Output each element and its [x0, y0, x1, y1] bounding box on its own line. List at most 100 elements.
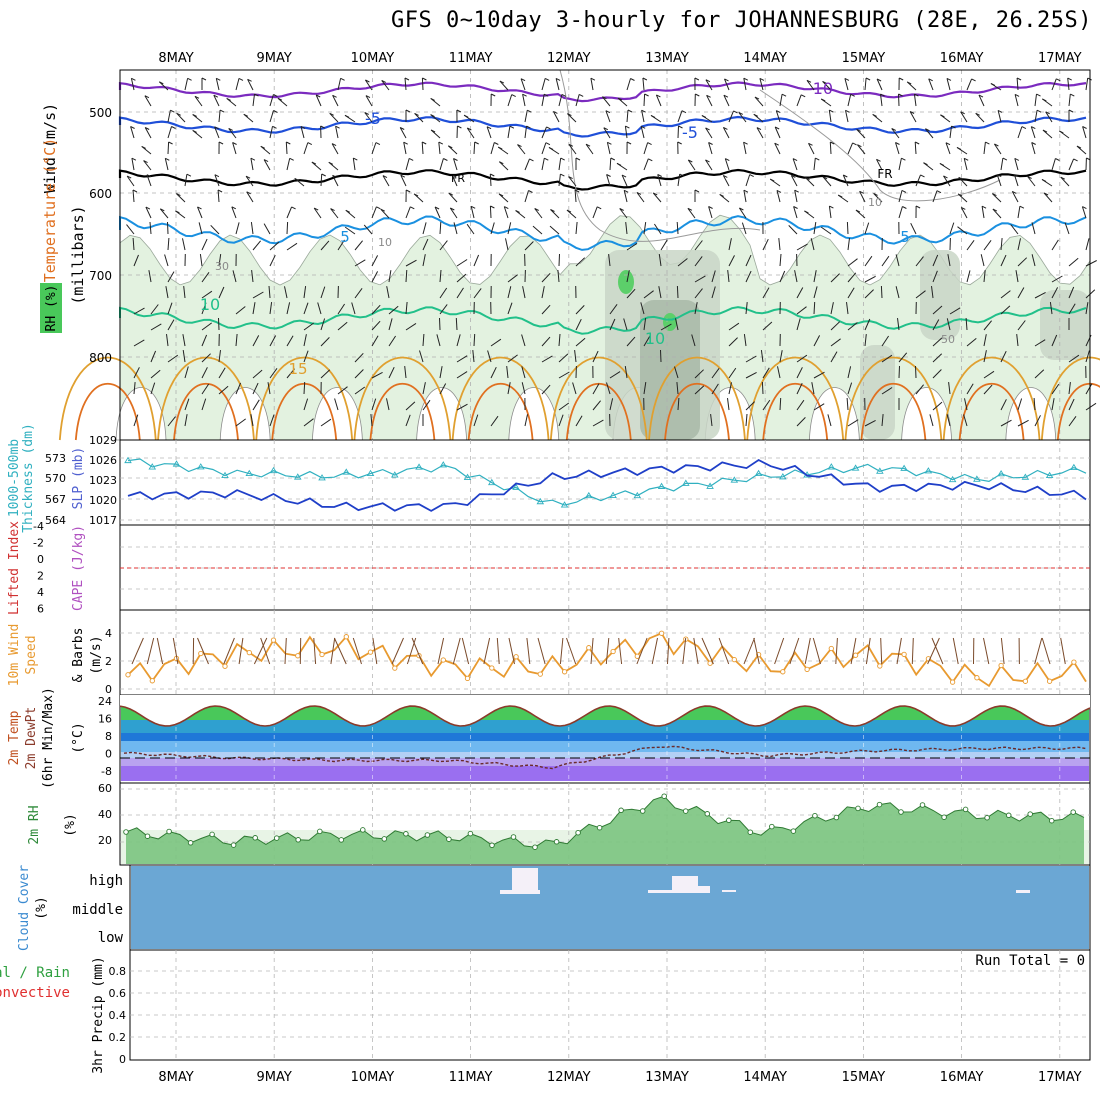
wind-barb-flag: [332, 174, 337, 178]
temp-color-band: [121, 766, 1089, 781]
wind-barb: [1013, 174, 1019, 187]
wind-barb-flag: [132, 189, 138, 193]
wind-speed-line-marker: [1046, 678, 1053, 684]
wind-barb: [694, 385, 705, 395]
wind-barb: [756, 127, 764, 139]
wind-barb-flag: [936, 190, 942, 194]
wind-barb: [1034, 94, 1037, 107]
wind-barb: [1000, 419, 1012, 427]
wind-barb: [677, 174, 681, 187]
surface-wind-barb: [566, 637, 577, 665]
wind-barb-flag: [548, 146, 554, 150]
rh-marker: [1048, 817, 1055, 824]
wind-barb: [929, 414, 934, 427]
wind-barb-flag: [963, 157, 969, 161]
wind-barb-flag: [144, 127, 150, 130]
wind-barb: [574, 350, 577, 363]
wind-barb: [776, 190, 781, 203]
wind-barb: [430, 129, 441, 139]
wind-barb-flag: [876, 158, 881, 162]
wind-barb: [143, 160, 152, 171]
wind-barb: [246, 191, 254, 203]
wind-barb-flag: [623, 189, 629, 193]
wind-barb: [499, 80, 509, 91]
wind-barb-flag: [567, 113, 572, 117]
wind-barb: [201, 322, 212, 331]
wind-barb: [252, 302, 256, 315]
wind-barb-flag: [494, 142, 499, 145]
wind-barb: [745, 401, 755, 411]
rh-tick: 20: [98, 834, 112, 847]
wind-barb-flag: [1014, 157, 1020, 161]
wind-barb: [761, 381, 764, 395]
wind-barb: [320, 286, 326, 299]
wind-barb-flag: [791, 174, 796, 178]
wind-barb-flag: [400, 174, 406, 178]
wind-barb-flag: [694, 189, 700, 193]
wind-barb: [796, 94, 802, 107]
wind-barb: [269, 368, 278, 379]
wind-barb: [549, 225, 560, 235]
wind-barb-flag: [218, 141, 224, 145]
wind-barb: [1000, 290, 1011, 299]
wind-barb: [844, 78, 849, 91]
wind-barb: [864, 275, 876, 283]
wind-barb-flag: [1056, 78, 1061, 82]
wind-barb-flag: [130, 126, 135, 129]
wind-barb: [960, 111, 968, 123]
wind-barb-flag: [238, 77, 244, 81]
thickness-tick: 570: [45, 472, 66, 485]
wind-barb-flag: [176, 193, 181, 197]
slp-label: SLP (mb): [71, 447, 86, 510]
wind-barb: [421, 141, 424, 155]
wind-barb: [626, 288, 636, 299]
wind-barb: [876, 159, 883, 171]
rh-marker: [187, 840, 194, 846]
wind-barb: [201, 398, 207, 411]
wind-barb: [352, 158, 356, 171]
cloud-label: Cloud Cover: [17, 865, 32, 951]
date-label-bottom: 10MAY: [351, 1070, 395, 1085]
wind-barb: [194, 96, 203, 107]
wind-barb: [932, 190, 938, 203]
wind-barb: [235, 78, 240, 91]
wind-barb: [643, 318, 647, 331]
wind-barb: [235, 222, 240, 235]
wind-barb-flag: [214, 174, 220, 178]
wind-barb: [813, 403, 825, 411]
wind-barb: [215, 78, 220, 91]
wind-barb: [184, 78, 189, 91]
wind-barb: [626, 270, 630, 283]
wind-barb: [864, 318, 871, 331]
wind-barb: [317, 302, 322, 315]
wind-barb: [728, 382, 732, 395]
wind-barb-flag: [808, 142, 813, 146]
wind-barb: [182, 350, 186, 363]
wind-barb: [932, 369, 942, 379]
rh-marker: [596, 824, 603, 831]
lifted-index-tick: -4: [33, 520, 44, 533]
date-label-bottom: 17MAY: [1038, 1070, 1082, 1085]
wind-barb: [759, 78, 764, 91]
wind-barb: [792, 158, 798, 171]
wind-barb: [558, 158, 562, 171]
wind-speed-line-marker: [270, 637, 277, 643]
wind-barb-flag: [553, 110, 558, 114]
thickness-line-marker: [124, 456, 132, 464]
date-label-top: 11MAY: [449, 51, 493, 66]
wind-barb: [796, 354, 808, 363]
wind-barb: [507, 286, 512, 299]
wind-barb: [658, 286, 662, 299]
rh-marker: [230, 842, 237, 848]
wind-barb: [550, 209, 560, 219]
wind-barb: [796, 367, 803, 379]
wind-barb-flag: [413, 193, 419, 197]
wind-barb: [626, 336, 636, 347]
wind-speed-line-marker: [367, 649, 374, 655]
wind-barb-flag: [939, 162, 945, 166]
surface-wind-barb: [701, 637, 714, 665]
wind-barb: [694, 288, 703, 299]
wind-barb-flag: [708, 206, 713, 209]
wind-barb: [285, 141, 288, 155]
wind-barb: [252, 240, 261, 251]
